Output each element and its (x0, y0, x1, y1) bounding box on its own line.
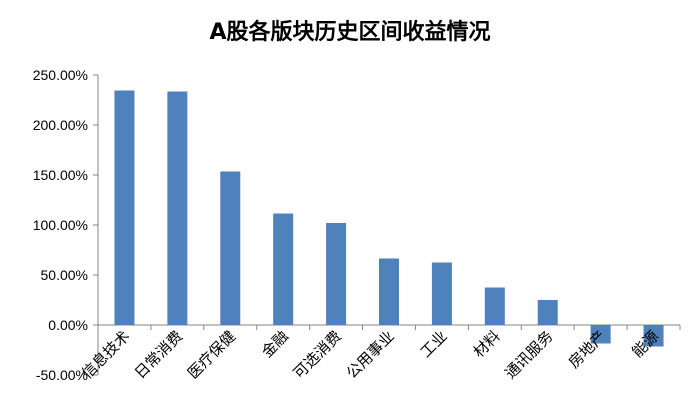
x-tick-label: 通讯服务 (501, 327, 556, 382)
y-tick-label: 0.00% (48, 317, 88, 333)
x-tick-label: 医疗保健 (184, 327, 239, 382)
y-tick-label: -50.00% (36, 367, 88, 383)
bar (431, 262, 452, 325)
y-tick-label: 250.00% (33, 67, 88, 83)
y-tick-label: 200.00% (33, 117, 88, 133)
x-tick-label: 房地产 (565, 327, 610, 372)
y-tick-label: 100.00% (33, 217, 88, 233)
x-tick-label: 信息技术 (78, 327, 133, 382)
x-tick-label: 材料 (470, 327, 504, 361)
bar (379, 258, 399, 325)
bar (167, 91, 188, 325)
x-tick-label: 公用事业 (343, 327, 398, 382)
y-tick-label: 50.00% (41, 267, 88, 283)
bar (537, 300, 558, 325)
x-tick-label: 工业 (417, 327, 451, 361)
bar (484, 287, 505, 325)
bar (220, 171, 241, 325)
bar (326, 223, 347, 325)
x-tick-label: 金融 (258, 327, 292, 361)
bar (643, 325, 664, 347)
x-tick-label: 可选消费 (290, 327, 345, 382)
x-tick-label: 日常消费 (131, 327, 186, 382)
bar (590, 325, 611, 344)
y-tick-label: 150.00% (33, 167, 88, 183)
bar (114, 90, 135, 325)
bar (273, 213, 294, 325)
chart-title: A股各版块历史区间收益情况 (209, 20, 491, 45)
